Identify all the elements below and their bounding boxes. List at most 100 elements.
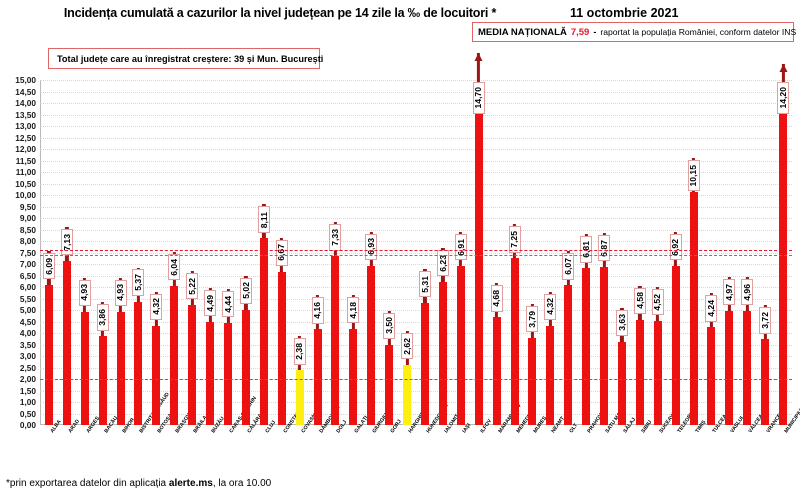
bar-slot: 6,04 <box>165 80 183 425</box>
bar-increasing[interactable] <box>689 157 698 425</box>
footnote-app: alerte.ms <box>168 478 213 489</box>
bar-value-label: 3,50 <box>383 312 396 339</box>
bar-slot: 3,63 <box>613 80 631 425</box>
x-label-slot: ARGEȘ <box>76 416 100 489</box>
bar-increasing[interactable] <box>617 307 626 425</box>
bar-value-label: 5,22 <box>186 272 199 300</box>
bar-slot: 3,86 <box>94 80 112 425</box>
bar-increasing[interactable] <box>206 287 215 425</box>
gridline <box>40 206 792 208</box>
y-tick-label: 1,00 <box>19 397 36 407</box>
bar-increasing[interactable] <box>152 291 161 425</box>
bar-value-text: 7,25 <box>509 231 520 248</box>
bar-increasing[interactable] <box>725 276 734 425</box>
gridline <box>40 149 792 150</box>
bar-increasing[interactable] <box>224 288 233 425</box>
bar-value-label: 6,07 <box>562 253 575 280</box>
bar-value-text: 4,96 <box>742 283 752 301</box>
gridline <box>40 402 792 403</box>
bar-value-text: 14,20 <box>777 86 788 109</box>
bar-increasing[interactable] <box>635 285 644 425</box>
gridline <box>40 126 792 127</box>
bar-value-label: 4,93 <box>114 279 127 306</box>
bar-increasing[interactable] <box>98 302 107 425</box>
bar-value-text: 3,72 <box>759 312 770 329</box>
bar-value-text: 4,32 <box>151 298 162 316</box>
y-tick-label: 9,00 <box>19 213 36 223</box>
national-average-dash: - <box>593 27 597 37</box>
bar-value-label: 8,11 <box>257 206 270 233</box>
bar-slot: 4,93 <box>76 80 94 425</box>
bar-increasing[interactable] <box>653 287 662 425</box>
bar-value-label: 6,09 <box>42 252 55 280</box>
bar-value-text: 4,52 <box>652 293 663 311</box>
bar-increasing[interactable] <box>564 251 573 425</box>
bar-increasing[interactable] <box>438 247 447 425</box>
bar-increasing[interactable] <box>116 277 125 425</box>
bar-value-label: 3,63 <box>615 309 628 336</box>
bar-value-text: 6,67 <box>276 244 287 262</box>
bar-increasing[interactable] <box>779 64 788 425</box>
bar-increasing[interactable] <box>277 237 286 425</box>
bar-value-label: 3,79 <box>526 305 539 333</box>
bar-increasing[interactable] <box>170 252 179 425</box>
y-tick-label: 4,00 <box>19 328 36 338</box>
x-label-slot: TIMIȘ <box>685 419 707 489</box>
reference-line-secondary-reference <box>40 255 792 257</box>
bar-increasing[interactable] <box>80 277 89 425</box>
bar-value-label: 5,37 <box>132 269 145 296</box>
bar-increasing[interactable] <box>349 294 358 425</box>
bar-value-label: 6,91 <box>454 234 467 261</box>
x-label-slot: MUREȘ <box>523 415 549 489</box>
bar-increasing[interactable] <box>582 234 591 425</box>
bar-value-text: 5,02 <box>240 282 251 300</box>
bar-increasing[interactable] <box>528 303 537 425</box>
bar-increasing[interactable] <box>671 231 680 425</box>
bar-increasing[interactable] <box>313 295 322 425</box>
bar-value-text: 3,79 <box>527 310 538 328</box>
gridline <box>40 172 792 173</box>
bar-increasing[interactable] <box>44 250 53 425</box>
x-label-slot: OLT <box>559 423 580 489</box>
gridline <box>40 390 792 392</box>
bar-increasing[interactable] <box>367 231 376 425</box>
y-tick-label: 13,50 <box>15 109 36 120</box>
bar-increasing[interactable] <box>456 232 465 425</box>
gridline <box>40 91 792 93</box>
bar-increasing[interactable] <box>600 233 609 425</box>
bar-increasing[interactable] <box>546 291 555 425</box>
arrow-head <box>779 64 788 73</box>
bar-increasing[interactable] <box>492 283 501 425</box>
bar-increasing[interactable] <box>743 276 752 425</box>
bar-value-text: 4,24 <box>706 300 717 318</box>
bar-slot: 8,11 <box>255 80 273 425</box>
bar-slot: 6,09 <box>40 80 58 425</box>
x-label-slot: BISTRIȚA-NĂSĂUD <box>130 392 171 489</box>
y-tick-label: 3,00 <box>19 351 36 361</box>
national-average-box: MEDIA NAȚIONALĂ 7,59 - raportat la popul… <box>472 22 796 42</box>
bar-increasing[interactable] <box>420 268 429 425</box>
bar-increasing[interactable] <box>761 305 770 425</box>
bar-increasing[interactable] <box>707 293 716 425</box>
gridline <box>40 310 792 311</box>
bar-value-label: 7,33 <box>329 224 342 251</box>
bar-increasing[interactable] <box>188 270 197 425</box>
bar-value-text: 3,63 <box>616 314 627 332</box>
bar-value-label: 6,04 <box>168 254 181 281</box>
bar-increasing[interactable] <box>134 267 143 425</box>
bar-increasing[interactable] <box>510 224 519 425</box>
bar-slot: 5,31 <box>416 80 434 425</box>
bar-increasing[interactable] <box>241 275 250 425</box>
bar-value-label: 6,92 <box>669 233 682 261</box>
bar-increasing[interactable] <box>259 204 268 425</box>
bar-increasing[interactable] <box>331 222 340 425</box>
x-label-slot: BOTOȘANI <box>147 408 178 489</box>
gridline <box>40 333 792 334</box>
bar-increasing[interactable] <box>62 227 71 425</box>
footnote-suffix: , la ora 10.00 <box>212 478 272 489</box>
bar-slot: 4,97 <box>720 80 738 425</box>
bar-decreasing[interactable] <box>403 330 412 425</box>
y-tick-label: 2,50 <box>19 362 36 373</box>
bar-increasing[interactable] <box>385 310 394 425</box>
bar-slot: 2,62 <box>398 80 416 425</box>
